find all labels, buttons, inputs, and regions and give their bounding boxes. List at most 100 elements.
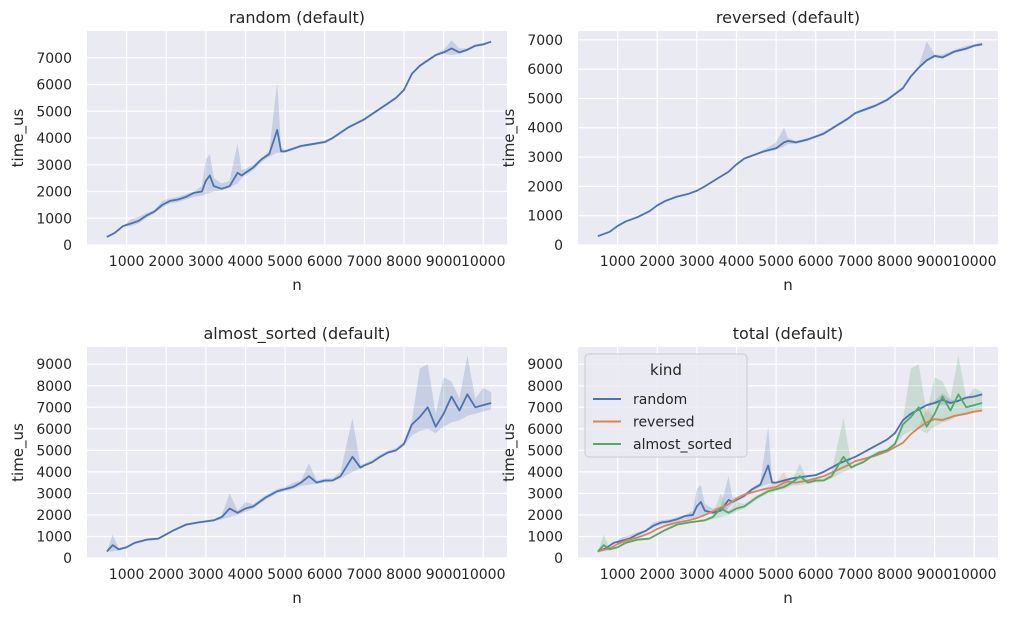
x-tick-label: 4000 [228, 254, 264, 270]
y-tick-label: 0 [554, 238, 563, 254]
x-tick-label: 5000 [758, 254, 794, 270]
x-tick-label: 10000 [952, 254, 997, 270]
x-tick-label: 7000 [838, 254, 874, 270]
y-tick-label: 6000 [36, 78, 72, 94]
legend: kind random reversed almost_sorted [584, 353, 748, 458]
subplot-3: 1000 2000 3000 4000 5000 6000 7000 8000 9000 1000… [9, 324, 507, 607]
plot-area [87, 347, 507, 558]
legend-label-random: random [633, 392, 687, 408]
chart-title: almost_sorted (default) [203, 324, 390, 344]
x-tick-label: 3000 [679, 567, 715, 583]
y-tick-label: 9000 [527, 357, 563, 373]
y-tick-label: 2000 [527, 508, 563, 524]
x-tick-label: 5000 [267, 567, 303, 583]
y-tick-label: 2000 [36, 508, 72, 524]
y-tick-label: 1000 [527, 529, 563, 545]
series-line-main [597, 43, 983, 238]
x-tick-label: 8000 [386, 567, 422, 583]
x-tick-label: 9000 [917, 567, 953, 583]
y-axis-label: time_us [500, 423, 519, 482]
y-tick-label: 4000 [527, 121, 563, 137]
x-tick-label: 7000 [838, 567, 874, 583]
x-tick-label: 4000 [719, 254, 755, 270]
y-tick-label: 5000 [36, 104, 72, 120]
y-tick-label: 4000 [36, 465, 72, 481]
x-tick-label: 3000 [188, 567, 224, 583]
y-axis-label: time_us [9, 423, 28, 482]
x-tick-label: 9000 [917, 254, 953, 270]
y-tick-label: 8000 [527, 379, 563, 395]
y-tick-label: 1000 [527, 209, 563, 225]
x-tick-label: 9000 [426, 254, 462, 270]
series-band-reversed [597, 408, 983, 552]
x-axis-label: n [783, 589, 793, 607]
legend-title: kind [650, 361, 682, 379]
y-tick-label: 7000 [36, 51, 72, 67]
x-tick-label: 10000 [461, 254, 506, 270]
x-tick-label: 5000 [758, 567, 794, 583]
x-tick-label: 2000 [148, 254, 184, 270]
x-tick-label: 8000 [877, 567, 913, 583]
y-tick-label: 5000 [527, 91, 563, 107]
x-tick-label: 4000 [228, 567, 264, 583]
x-tick-label: 6000 [798, 254, 834, 270]
chart-title: random (default) [229, 8, 365, 27]
y-tick-label: 3000 [36, 486, 72, 502]
x-tick-label: 8000 [386, 254, 422, 270]
y-tick-label: 4000 [36, 131, 72, 147]
y-tick-label: 7000 [527, 33, 563, 49]
x-tick-label: 8000 [877, 254, 913, 270]
y-tick-label: 9000 [36, 357, 72, 373]
x-tick-label: 1000 [109, 567, 145, 583]
y-tick-label: 3000 [527, 486, 563, 502]
y-tick-label: 2000 [527, 179, 563, 195]
x-tick-label: 2000 [148, 567, 184, 583]
y-tick-label: 5000 [527, 443, 563, 459]
y-tick-label: 0 [63, 551, 72, 567]
y-tick-label: 6000 [527, 422, 563, 438]
x-tick-label: 1000 [109, 254, 145, 270]
y-tick-label: 5000 [36, 443, 72, 459]
x-tick-label: 3000 [679, 254, 715, 270]
x-axis-label: n [292, 276, 302, 294]
x-tick-label: 2000 [639, 567, 675, 583]
x-tick-label: 10000 [952, 567, 997, 583]
subplot-1: 1000 2000 3000 4000 5000 6000 7000 8000 9000 1000… [9, 8, 507, 294]
y-tick-label: 7000 [36, 400, 72, 416]
y-tick-label: 1000 [36, 211, 72, 227]
x-tick-label: 2000 [639, 254, 675, 270]
legend-label-almost_sorted: almost_sorted [633, 437, 732, 453]
chart-title: total (default) [733, 324, 843, 343]
y-axis-label: time_us [500, 108, 519, 167]
x-tick-label: 4000 [719, 567, 755, 583]
y-tick-label: 4000 [527, 465, 563, 481]
x-tick-label: 10000 [461, 567, 506, 583]
y-tick-label: 3000 [36, 158, 72, 174]
subplot-2: 1000 2000 3000 4000 5000 6000 7000 8000 9000 1000… [500, 8, 998, 294]
series-line-almost_sorted [597, 393, 983, 553]
series-line-main [106, 393, 492, 553]
x-tick-label: 7000 [347, 254, 383, 270]
x-tick-label: 3000 [188, 254, 224, 270]
series-line-main [106, 40, 492, 238]
subplot-4: 1000 2000 3000 4000 5000 6000 7000 8000 9000 1000… [500, 324, 998, 607]
y-axis-label: time_us [9, 108, 28, 167]
series-line-random [597, 393, 983, 553]
legend-box [584, 353, 748, 458]
y-tick-label: 8000 [36, 379, 72, 395]
chart-title: reversed (default) [716, 8, 860, 27]
x-tick-label: 9000 [426, 567, 462, 583]
y-tick-label: 7000 [527, 400, 563, 416]
x-tick-label: 1000 [600, 567, 636, 583]
y-tick-label: 6000 [36, 422, 72, 438]
x-tick-label: 7000 [347, 567, 383, 583]
x-axis-label: n [292, 589, 302, 607]
x-tick-label: 1000 [600, 254, 636, 270]
y-tick-label: 1000 [36, 529, 72, 545]
plot-area [578, 31, 998, 245]
x-tick-label: 6000 [307, 254, 343, 270]
y-tick-label: 6000 [527, 62, 563, 78]
y-tick-label: 2000 [36, 185, 72, 201]
x-tick-label: 6000 [307, 567, 343, 583]
